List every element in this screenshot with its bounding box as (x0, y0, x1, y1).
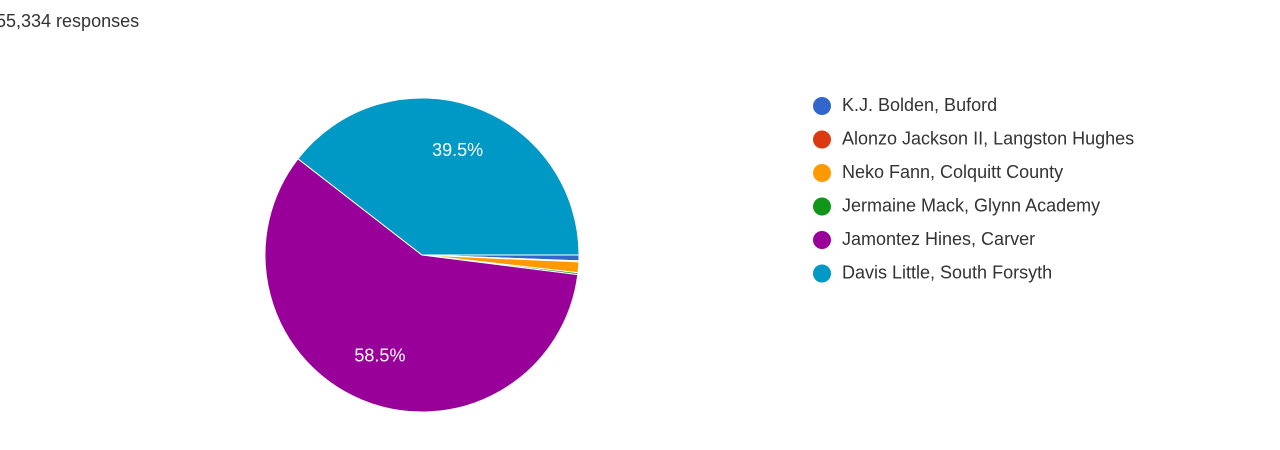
pie-slice (297, 97, 580, 256)
slice-label: 39.5% (432, 140, 483, 160)
legend-label: Davis Little, South Forsyth (842, 262, 1052, 282)
legend-swatch (813, 231, 831, 249)
legend-swatch (813, 264, 831, 283)
chart-subtitle: 55,334 responses (0, 11, 139, 31)
legend-label: Jermaine Mack, Glynn Academy (842, 195, 1100, 215)
legend-swatch (813, 197, 831, 216)
legend-swatch (813, 164, 831, 182)
legend-label: Alonzo Jackson II, Langston Hughes (842, 128, 1134, 148)
slice-label: 58.5% (354, 345, 405, 365)
legend-swatch (813, 97, 831, 115)
pie-slice (264, 158, 579, 413)
legend-label: Neko Fann, Colquitt County (842, 162, 1063, 182)
legend-swatch (813, 130, 831, 149)
legend-label: Jamontez Hines, Carver (842, 229, 1035, 249)
legend-label: K.J. Bolden, Buford (842, 95, 997, 115)
